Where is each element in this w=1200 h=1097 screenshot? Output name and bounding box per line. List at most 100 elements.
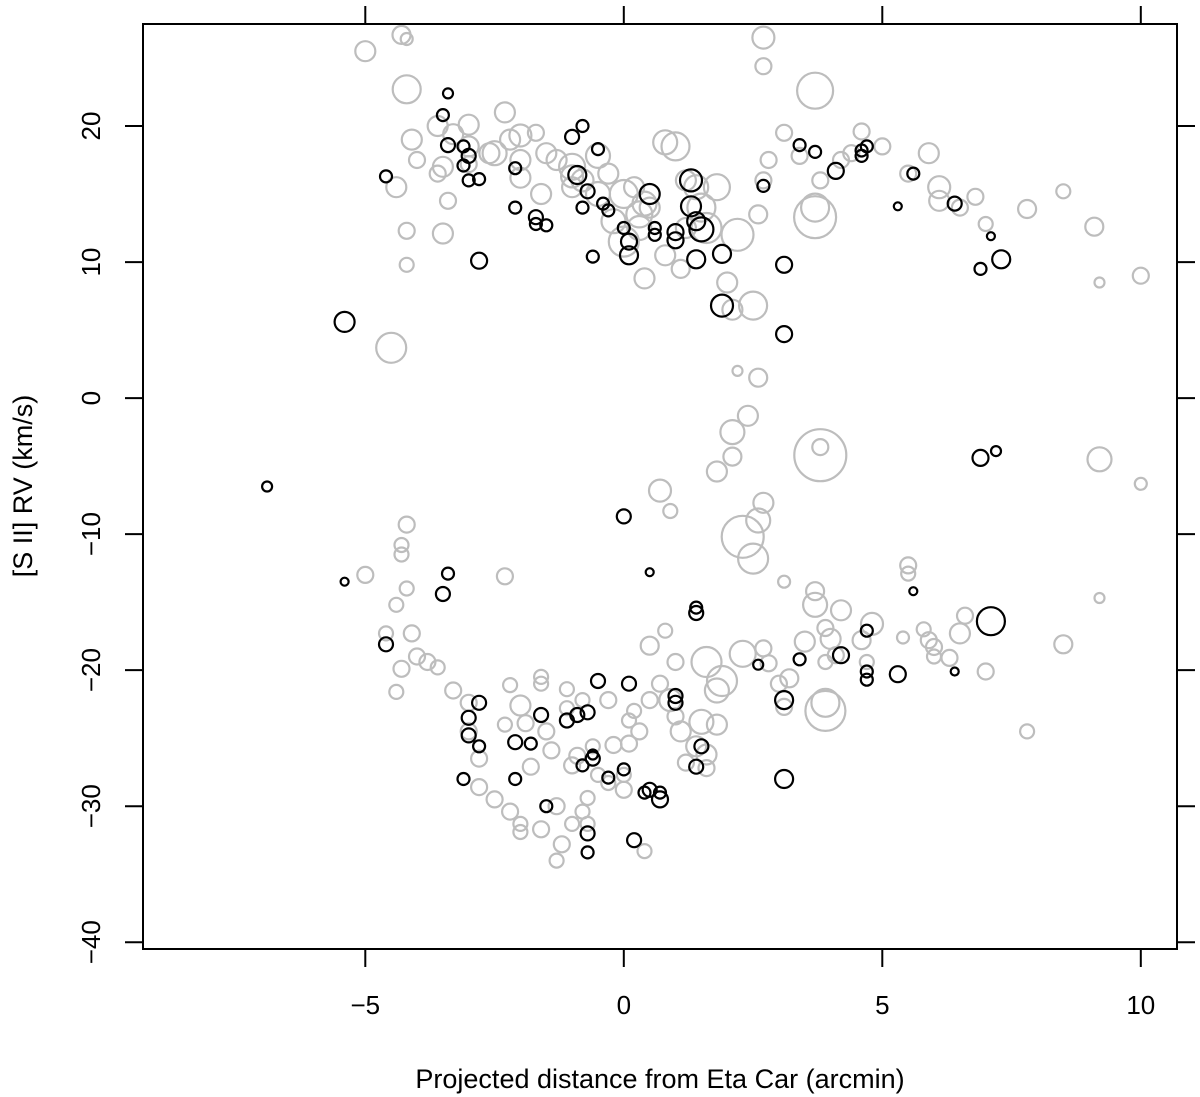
data-point xyxy=(509,694,532,717)
data-point xyxy=(620,712,638,729)
data-point xyxy=(388,596,405,613)
data-point xyxy=(688,708,715,735)
data-point xyxy=(590,142,606,157)
data-point xyxy=(955,606,975,625)
data-point xyxy=(776,574,792,589)
data-point xyxy=(695,743,718,766)
data-point xyxy=(456,771,471,787)
data-point xyxy=(616,762,631,777)
data-point xyxy=(793,428,848,483)
data-point xyxy=(356,565,375,585)
data-point xyxy=(589,766,607,784)
data-point xyxy=(472,739,487,754)
data-point xyxy=(471,694,488,711)
data-point xyxy=(722,446,743,467)
data-point xyxy=(407,647,427,666)
data-point xyxy=(563,815,581,833)
data-point xyxy=(647,227,662,242)
data-point xyxy=(662,502,679,520)
data-point xyxy=(431,222,454,245)
data-point xyxy=(400,128,423,151)
data-point xyxy=(792,138,807,153)
x-tick-label: 0 xyxy=(617,990,631,1020)
data-point xyxy=(807,144,823,159)
data-point xyxy=(688,604,705,622)
data-point xyxy=(1133,476,1148,491)
data-point xyxy=(604,735,623,755)
y-tick-label: −10 xyxy=(76,512,106,556)
data-point xyxy=(429,659,446,676)
x-tick-label: −5 xyxy=(350,990,380,1020)
data-point xyxy=(600,774,617,792)
data-point xyxy=(579,183,596,200)
data-point xyxy=(585,249,600,264)
data-point xyxy=(393,546,410,563)
data-point xyxy=(597,162,620,185)
data-point xyxy=(899,164,918,183)
data-point xyxy=(924,637,944,657)
data-point xyxy=(529,182,553,206)
data-point xyxy=(516,714,535,733)
data-point xyxy=(801,591,829,618)
data-point xyxy=(654,244,677,267)
data-point xyxy=(799,192,831,223)
data-point xyxy=(792,195,838,240)
data-point xyxy=(759,654,778,673)
y-axis-label: [S II] RV (km/s) xyxy=(8,395,38,578)
data-point xyxy=(946,195,963,212)
data-point xyxy=(542,741,561,760)
data-point xyxy=(674,216,698,240)
data-point xyxy=(719,419,746,446)
data-point xyxy=(720,514,765,559)
y-tick-label: −20 xyxy=(76,648,106,692)
data-point xyxy=(647,220,662,236)
data-point xyxy=(441,87,455,100)
data-point xyxy=(976,662,995,681)
data-point xyxy=(804,581,826,602)
data-point xyxy=(888,665,907,684)
data-point xyxy=(754,171,773,190)
data-point xyxy=(716,271,739,294)
data-point xyxy=(393,536,410,554)
data-point xyxy=(508,123,533,148)
data-point xyxy=(927,175,952,200)
data-point xyxy=(686,192,717,223)
data-point xyxy=(521,757,540,776)
data-point xyxy=(652,129,679,156)
data-point xyxy=(539,799,554,814)
data-point xyxy=(688,216,715,243)
data-point xyxy=(826,161,845,180)
data-point xyxy=(375,331,408,364)
data-point xyxy=(545,148,568,172)
data-point xyxy=(774,325,794,344)
data-point xyxy=(647,478,673,503)
data-point xyxy=(900,565,917,582)
data-point xyxy=(481,140,508,167)
data-point xyxy=(829,599,853,622)
data-point xyxy=(759,150,778,170)
data-point xyxy=(493,101,516,124)
data-point xyxy=(720,217,755,252)
data-point xyxy=(811,438,830,457)
data-point xyxy=(774,123,794,142)
data-point xyxy=(528,216,544,232)
data-point xyxy=(1084,216,1105,237)
data-point xyxy=(686,249,707,270)
data-point xyxy=(991,249,1012,270)
data-point xyxy=(858,653,875,671)
data-point xyxy=(630,722,649,741)
data-point xyxy=(1016,198,1038,220)
data-point xyxy=(790,146,809,165)
data-point xyxy=(633,267,656,290)
data-point xyxy=(579,789,596,807)
data-point xyxy=(435,107,450,123)
data-point xyxy=(580,845,595,860)
data-point xyxy=(705,460,729,483)
data-point xyxy=(418,652,437,672)
data-point xyxy=(859,139,874,154)
data-point xyxy=(852,122,871,141)
data-point xyxy=(711,243,733,264)
data-point xyxy=(1093,591,1106,605)
data-point xyxy=(1093,276,1106,289)
